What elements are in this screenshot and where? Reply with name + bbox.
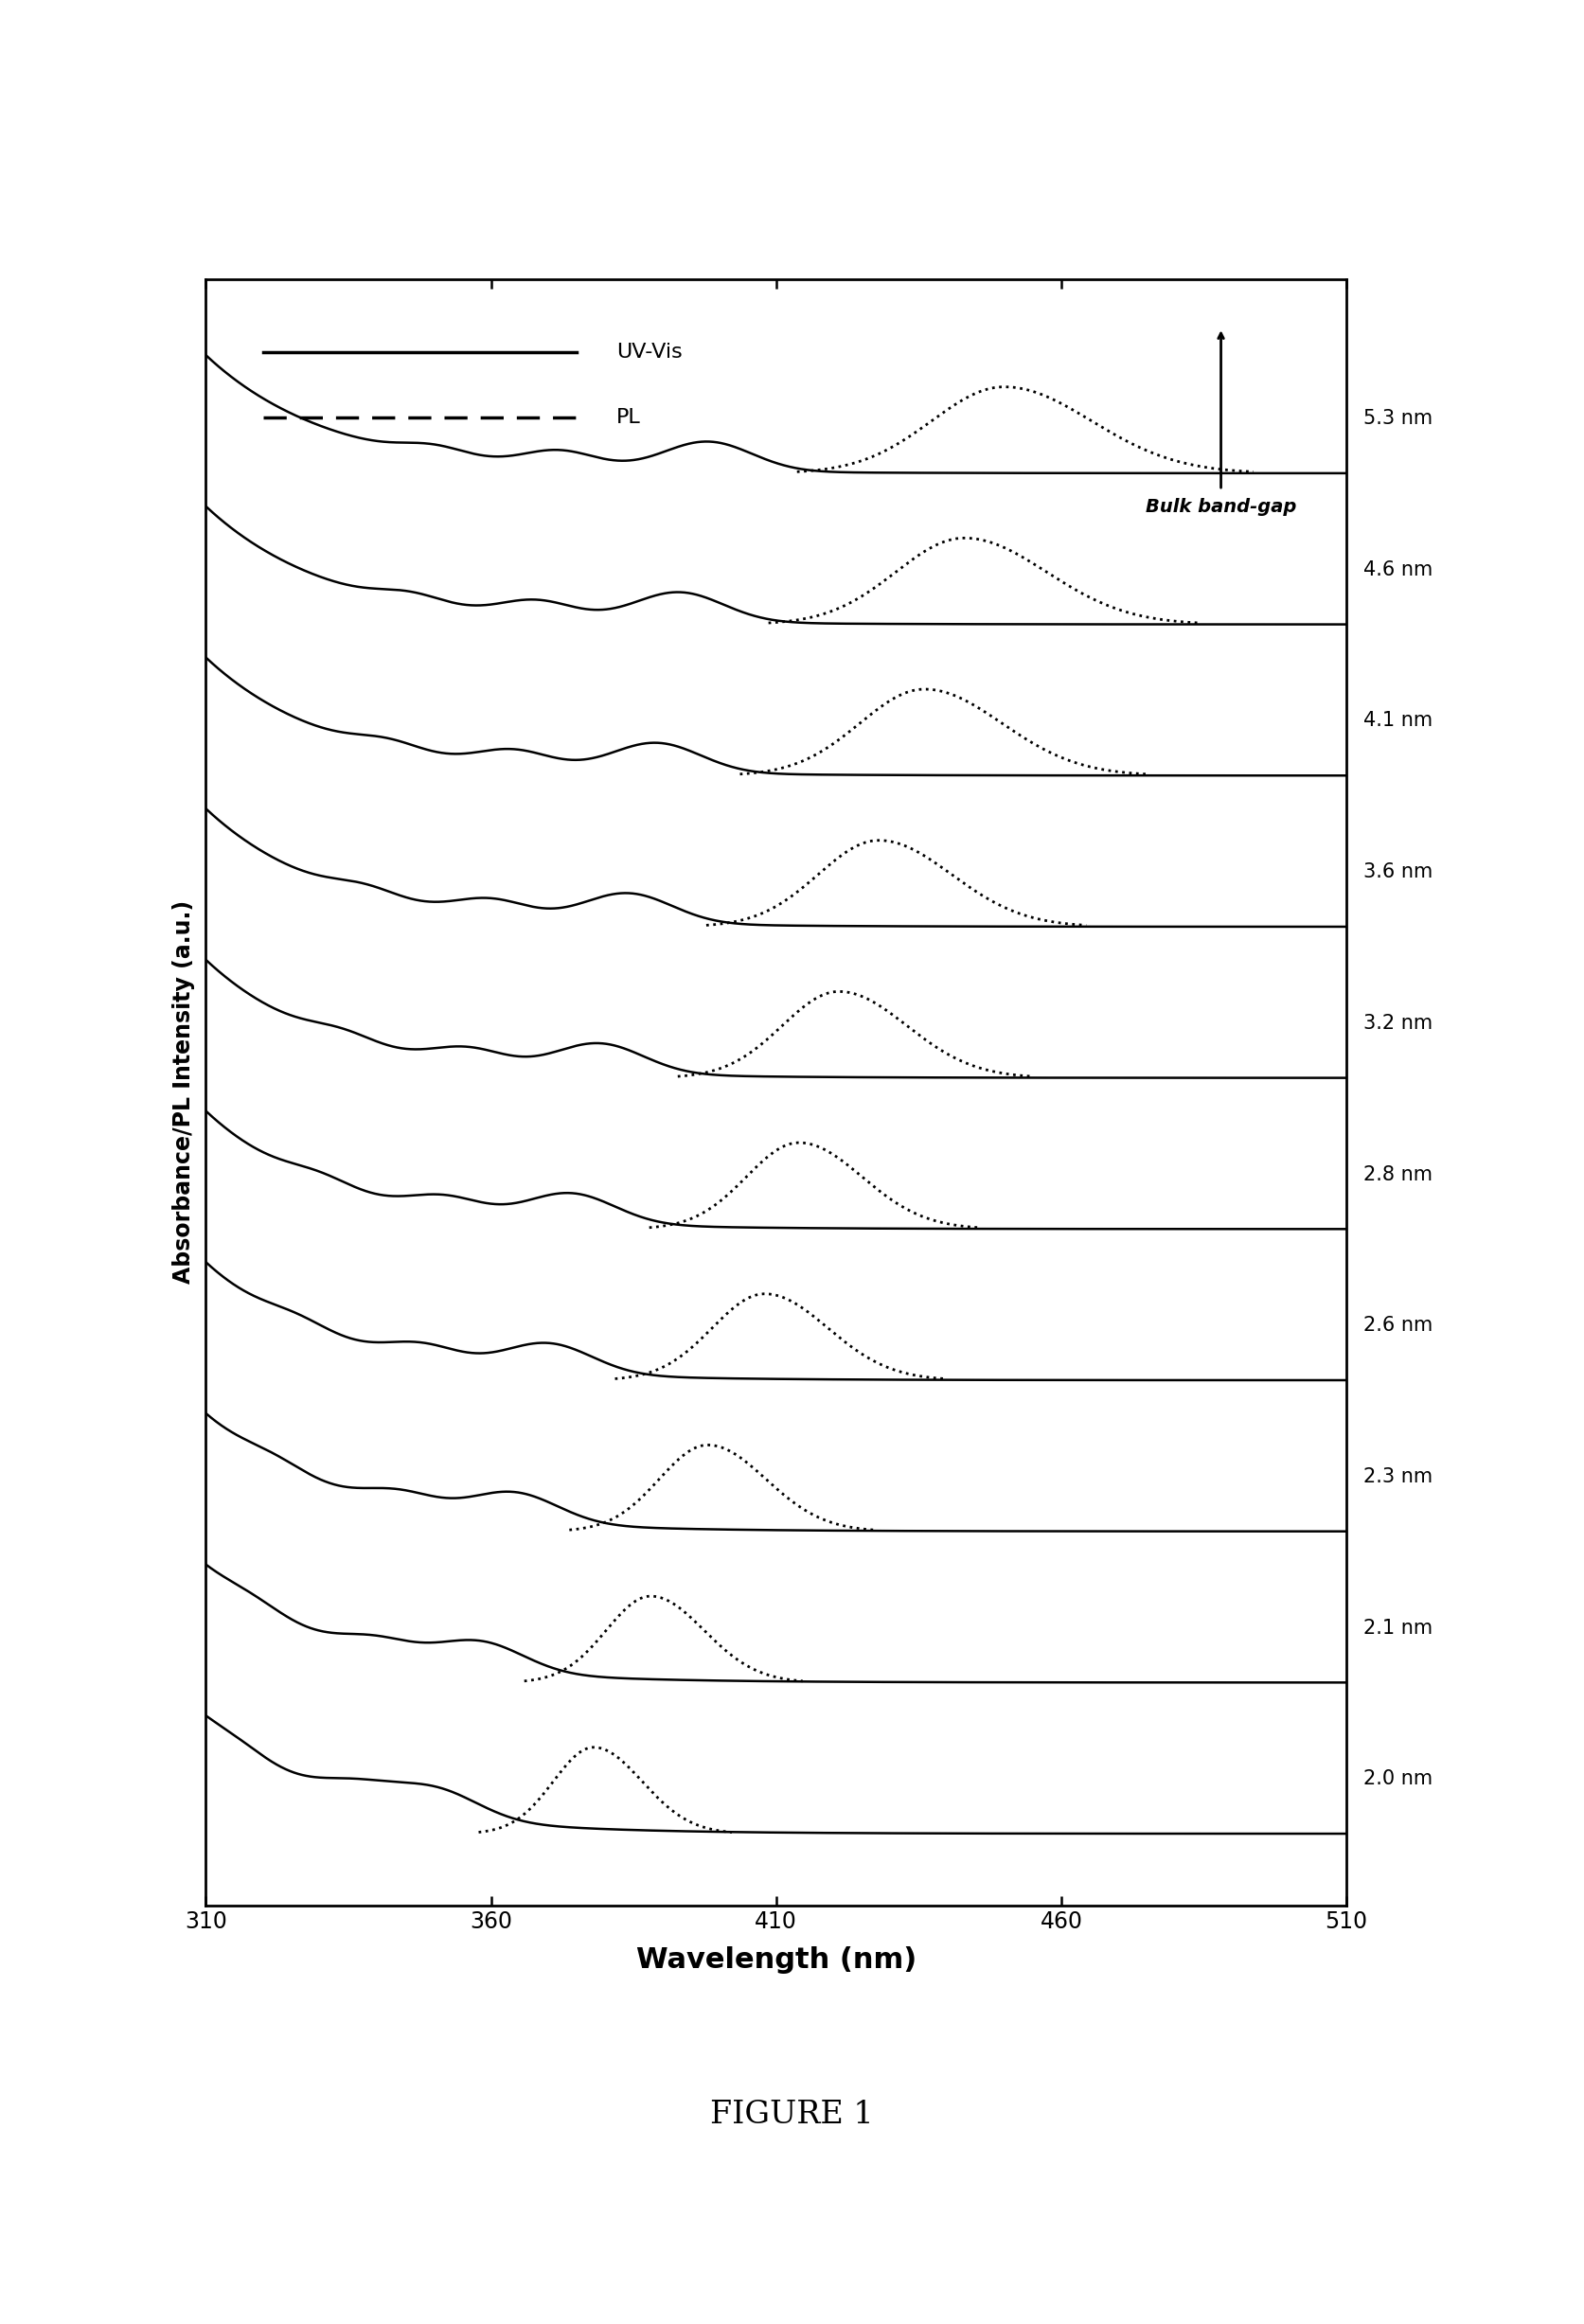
Text: Bulk band-gap: Bulk band-gap: [1145, 497, 1296, 516]
Text: 4.1 nm: 4.1 nm: [1364, 711, 1434, 730]
Text: PL: PL: [616, 407, 642, 428]
Y-axis label: Absorbance/PL Intensity (a.u.): Absorbance/PL Intensity (a.u.): [173, 899, 195, 1285]
Text: FIGURE 1: FIGURE 1: [710, 2099, 874, 2131]
Text: 2.0 nm: 2.0 nm: [1364, 1769, 1434, 1789]
Text: 3.6 nm: 3.6 nm: [1364, 862, 1434, 881]
Text: 2.8 nm: 2.8 nm: [1364, 1164, 1432, 1183]
Text: 2.6 nm: 2.6 nm: [1364, 1315, 1434, 1334]
Text: 4.6 nm: 4.6 nm: [1364, 560, 1434, 579]
Text: 2.1 nm: 2.1 nm: [1364, 1618, 1434, 1638]
Text: 2.3 nm: 2.3 nm: [1364, 1466, 1434, 1485]
Text: 5.3 nm: 5.3 nm: [1364, 409, 1434, 428]
Text: 3.2 nm: 3.2 nm: [1364, 1013, 1434, 1032]
X-axis label: Wavelength (nm): Wavelength (nm): [635, 1945, 917, 1973]
Text: UV-Vis: UV-Vis: [616, 342, 683, 363]
